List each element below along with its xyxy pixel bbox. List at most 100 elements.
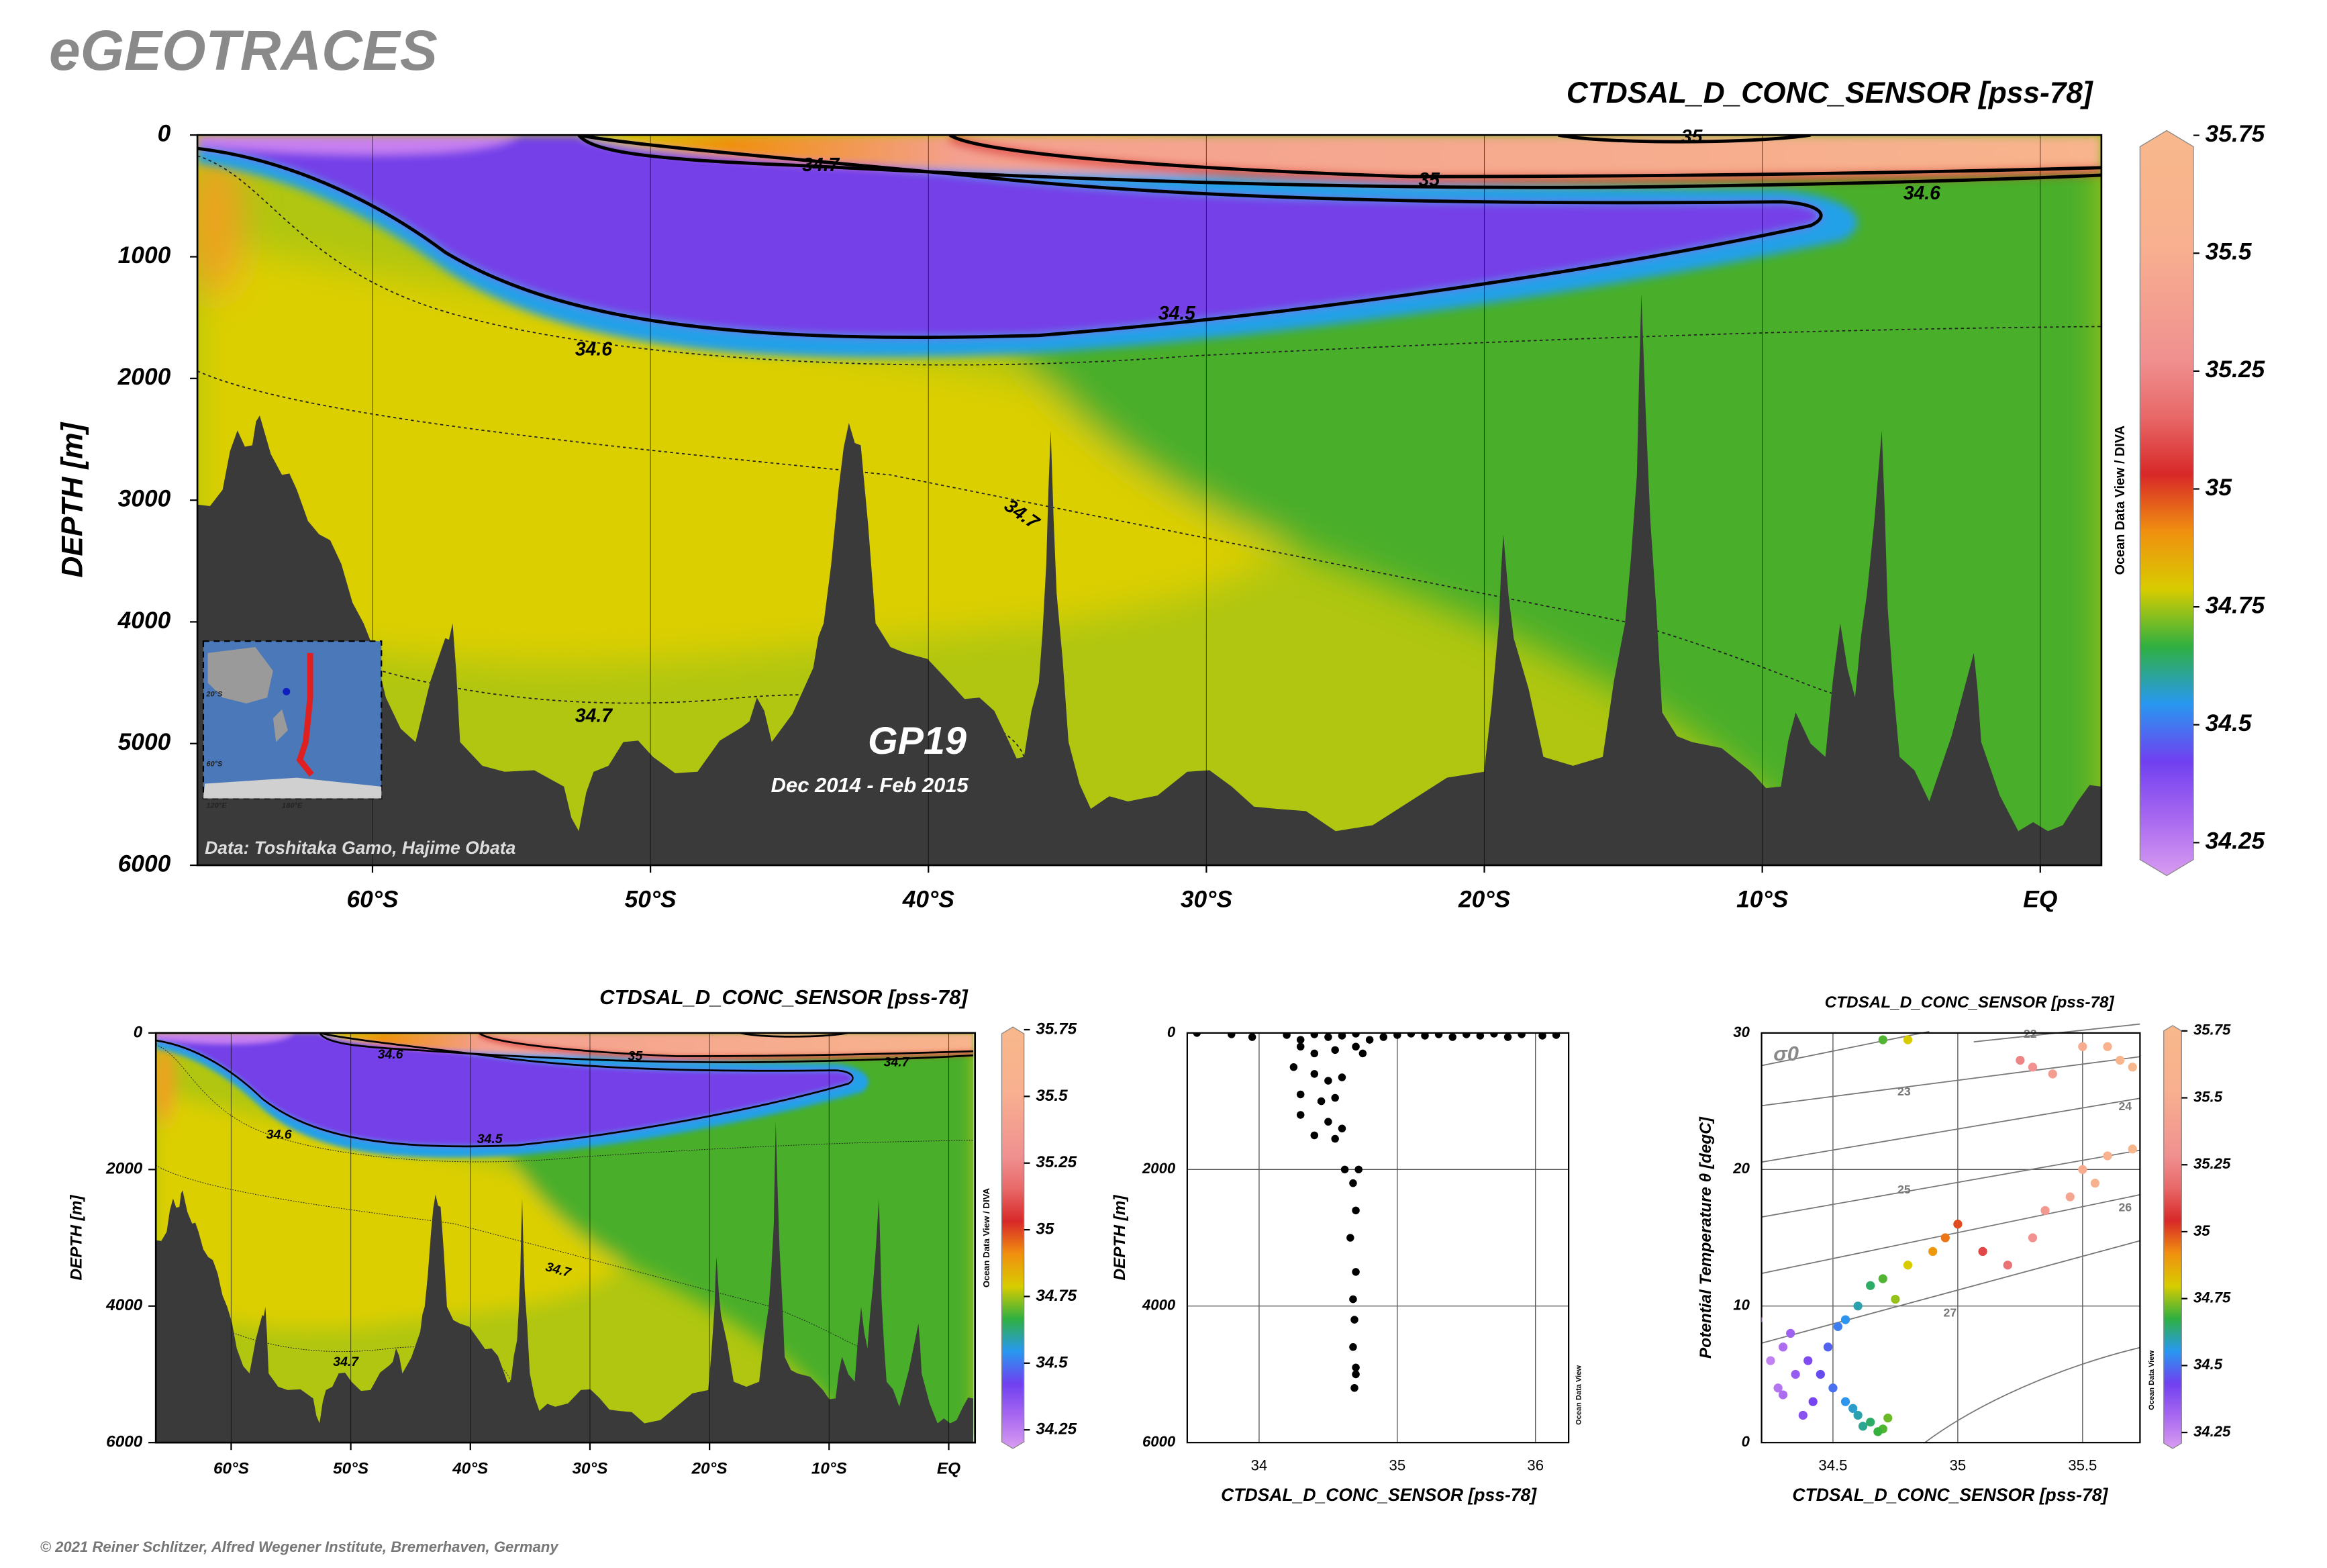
point — [2078, 1042, 2087, 1051]
y-axis-label: DEPTH [m] — [67, 1195, 85, 1281]
inset-dot — [283, 687, 291, 695]
point — [1840, 1315, 1850, 1324]
colorbar-tick-label: 35.5 — [1036, 1087, 1068, 1105]
contour-label: 34.5 — [477, 1132, 503, 1146]
colorbar-tick-label: 35.25 — [1036, 1153, 1077, 1171]
x-tick-label: 34 — [1251, 1457, 1268, 1473]
point — [1352, 1206, 1360, 1215]
point — [1791, 1369, 1800, 1379]
point — [1903, 1261, 1913, 1270]
isopycnal-label: 27 — [1944, 1306, 1957, 1319]
point — [1490, 1032, 1498, 1038]
isopycnal-label: 26 — [2118, 1200, 2132, 1214]
field-warm — [579, 135, 2101, 178]
point — [1538, 1032, 1546, 1040]
point — [1891, 1294, 1900, 1304]
colorbar-tick-label: 35 — [2193, 1222, 2210, 1239]
points — [1761, 1035, 2137, 1436]
point — [2040, 1206, 2050, 1215]
inset-land — [273, 709, 288, 742]
field-layer — [156, 1032, 974, 1158]
isopycnal — [1924, 1346, 2140, 1443]
watermark: Ocean Data View — [1575, 1365, 1583, 1425]
colorbar-tick-label: 35 — [2206, 475, 2233, 501]
x-tick-label: 30°S — [1181, 886, 1232, 912]
x-tick-label: 35 — [1389, 1457, 1406, 1473]
point — [1823, 1342, 1833, 1352]
y-tick-label: 30 — [1733, 1024, 1750, 1040]
x-tick-label: 30°S — [572, 1459, 607, 1477]
point — [2048, 1069, 2057, 1079]
point — [1878, 1274, 1887, 1283]
y-tick-label: 2000 — [105, 1160, 143, 1178]
colorbar-tick-label: 35.75 — [1036, 1020, 1077, 1038]
x-tick-label: 10°S — [1736, 886, 1788, 912]
y-tick-label: 4000 — [1142, 1297, 1176, 1314]
point — [2116, 1055, 2125, 1065]
app-title: eGEOTRACES — [49, 19, 438, 82]
point — [1858, 1422, 1868, 1431]
contour-label: 34.7 — [884, 1055, 910, 1069]
chart-title: CTDSAL_D_CONC_SENSOR [pss-78] — [1567, 77, 2093, 109]
colorbar-tick-label: 35 — [1036, 1220, 1054, 1238]
point — [1338, 1124, 1346, 1133]
point — [1866, 1418, 1875, 1427]
point — [1828, 1383, 1838, 1393]
colorbar-tick-label: 34.75 — [1036, 1287, 1077, 1305]
point — [1338, 1073, 1346, 1081]
contour-line — [948, 135, 2101, 179]
point — [1310, 1049, 1319, 1058]
watermark: Ocean Data View / DIVA — [981, 1187, 991, 1287]
point — [2065, 1192, 2075, 1202]
watermark: Ocean Data View — [2148, 1350, 2156, 1410]
point — [1349, 1343, 1357, 1351]
isopycnal — [1761, 1240, 2140, 1344]
contour-label: 34.6 — [1903, 182, 1940, 203]
point — [1331, 1093, 1339, 1102]
colorbar-tick-label: 35.25 — [2193, 1155, 2231, 1172]
contour-line — [197, 370, 1855, 699]
colorbar-tick-label: 34.5 — [1036, 1353, 1068, 1371]
isopycnal — [1761, 1030, 1930, 1067]
y-axis-label: DEPTH [m] — [1111, 1195, 1129, 1281]
y-tick-label: 4000 — [117, 607, 171, 634]
point — [1833, 1322, 1843, 1331]
point — [1840, 1397, 1850, 1406]
contour-label: 35 — [1681, 126, 1703, 147]
credit-label: Data: Toshitaka Gamo, Hajime Obata — [205, 838, 515, 858]
contour-line — [197, 155, 2101, 366]
point — [1798, 1410, 1808, 1420]
inset-label: 180°E — [282, 802, 303, 810]
point — [1346, 1234, 1354, 1242]
y-tick-label: 0 — [134, 1023, 143, 1041]
point — [1338, 1032, 1346, 1040]
y-tick-label: 0 — [1742, 1433, 1750, 1450]
point — [1310, 1032, 1319, 1038]
contour-label: 35 — [628, 1048, 644, 1063]
y-tick-label: 2000 — [117, 364, 171, 390]
point — [1808, 1397, 1818, 1406]
colorbar-tick-label: 35.25 — [2206, 356, 2266, 383]
point — [1873, 1427, 1883, 1436]
contour-label: 34.6 — [266, 1128, 292, 1142]
colorbar-tick-label: 35.75 — [2193, 1022, 2231, 1038]
x-tick-label: 50°S — [333, 1459, 368, 1477]
contour-line — [156, 1044, 974, 1163]
point — [1552, 1032, 1561, 1039]
field-layer — [197, 135, 2101, 358]
y-tick-label: 4000 — [105, 1296, 143, 1314]
point — [2028, 1233, 2038, 1242]
point — [1352, 1032, 1360, 1038]
y-tick-label: 2000 — [1142, 1160, 1176, 1177]
point — [1358, 1049, 1367, 1058]
section-field-shapes — [197, 135, 2101, 866]
contour-label: 34.7 — [333, 1355, 359, 1369]
point — [2128, 1144, 2137, 1154]
point — [1310, 1131, 1319, 1140]
sigma-label: σ0 — [1773, 1042, 1799, 1065]
point — [1816, 1369, 1825, 1379]
y-tick-label: 6000 — [1142, 1433, 1176, 1450]
point — [1940, 1233, 1950, 1242]
x-tick-label: 40°S — [452, 1459, 488, 1477]
colorbar-tick-label: 34.25 — [2193, 1423, 2231, 1440]
